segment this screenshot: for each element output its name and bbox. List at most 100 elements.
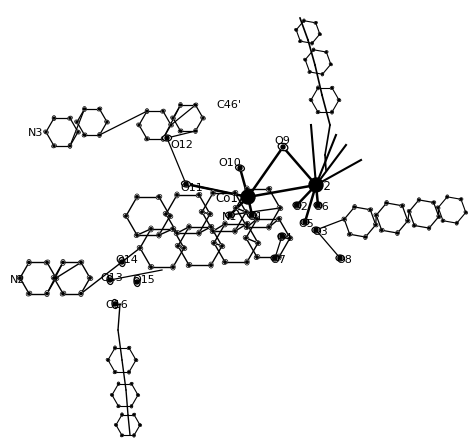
Ellipse shape bbox=[161, 109, 165, 113]
Ellipse shape bbox=[293, 202, 301, 208]
Ellipse shape bbox=[437, 206, 440, 210]
Circle shape bbox=[300, 41, 301, 42]
Circle shape bbox=[246, 226, 248, 228]
Text: O16: O16 bbox=[105, 300, 128, 310]
Ellipse shape bbox=[299, 40, 302, 42]
Circle shape bbox=[106, 121, 108, 123]
Ellipse shape bbox=[437, 215, 441, 218]
Circle shape bbox=[99, 134, 100, 136]
Circle shape bbox=[146, 110, 148, 112]
Ellipse shape bbox=[97, 107, 102, 111]
Ellipse shape bbox=[182, 181, 191, 187]
Ellipse shape bbox=[98, 133, 101, 137]
Circle shape bbox=[53, 145, 55, 147]
Ellipse shape bbox=[325, 51, 328, 53]
Ellipse shape bbox=[163, 135, 172, 141]
Ellipse shape bbox=[417, 198, 420, 202]
Circle shape bbox=[246, 188, 248, 190]
Circle shape bbox=[131, 406, 132, 407]
Ellipse shape bbox=[245, 259, 249, 265]
Circle shape bbox=[375, 224, 377, 226]
Ellipse shape bbox=[149, 226, 153, 232]
Ellipse shape bbox=[232, 191, 238, 195]
Ellipse shape bbox=[314, 21, 318, 24]
Circle shape bbox=[198, 194, 200, 196]
Circle shape bbox=[46, 261, 48, 263]
Text: O11: O11 bbox=[180, 183, 203, 193]
Circle shape bbox=[114, 347, 116, 349]
Ellipse shape bbox=[169, 123, 173, 127]
Circle shape bbox=[139, 424, 141, 426]
Ellipse shape bbox=[321, 72, 324, 76]
Circle shape bbox=[165, 136, 169, 140]
Ellipse shape bbox=[312, 48, 315, 52]
Circle shape bbox=[180, 130, 182, 132]
Ellipse shape bbox=[112, 300, 118, 309]
Circle shape bbox=[118, 406, 119, 407]
Circle shape bbox=[188, 226, 190, 228]
Circle shape bbox=[184, 182, 188, 186]
Ellipse shape bbox=[51, 275, 57, 281]
Ellipse shape bbox=[127, 346, 131, 350]
Ellipse shape bbox=[441, 219, 445, 222]
Circle shape bbox=[99, 108, 100, 110]
Circle shape bbox=[136, 234, 138, 236]
Text: O8: O8 bbox=[336, 255, 352, 265]
Circle shape bbox=[133, 414, 135, 415]
Ellipse shape bbox=[287, 236, 293, 240]
Ellipse shape bbox=[133, 434, 136, 437]
Ellipse shape bbox=[187, 224, 191, 230]
Circle shape bbox=[176, 194, 178, 196]
Circle shape bbox=[385, 202, 388, 204]
Circle shape bbox=[310, 99, 312, 101]
Ellipse shape bbox=[400, 204, 405, 208]
Circle shape bbox=[221, 245, 223, 247]
Ellipse shape bbox=[137, 393, 140, 396]
Circle shape bbox=[77, 131, 79, 133]
Ellipse shape bbox=[68, 143, 72, 149]
Ellipse shape bbox=[396, 231, 400, 236]
Circle shape bbox=[331, 87, 333, 89]
Ellipse shape bbox=[233, 228, 237, 234]
Circle shape bbox=[177, 245, 179, 247]
Circle shape bbox=[256, 256, 258, 258]
Text: O12: O12 bbox=[170, 140, 193, 150]
Ellipse shape bbox=[161, 136, 165, 141]
Circle shape bbox=[303, 220, 307, 224]
Circle shape bbox=[158, 196, 160, 198]
Circle shape bbox=[289, 237, 291, 239]
Ellipse shape bbox=[79, 290, 83, 297]
Text: Co2: Co2 bbox=[308, 180, 331, 194]
Ellipse shape bbox=[226, 212, 235, 218]
Ellipse shape bbox=[245, 186, 249, 192]
Ellipse shape bbox=[148, 265, 154, 270]
Circle shape bbox=[213, 242, 215, 244]
Ellipse shape bbox=[211, 190, 215, 196]
Ellipse shape bbox=[174, 231, 180, 236]
Text: C46': C46' bbox=[216, 100, 241, 110]
Circle shape bbox=[246, 223, 248, 225]
Ellipse shape bbox=[223, 221, 227, 227]
Ellipse shape bbox=[157, 232, 161, 238]
Circle shape bbox=[418, 199, 420, 201]
Ellipse shape bbox=[301, 219, 309, 225]
Circle shape bbox=[136, 196, 138, 198]
Circle shape bbox=[53, 277, 55, 279]
Circle shape bbox=[128, 371, 130, 373]
Circle shape bbox=[125, 215, 127, 217]
Circle shape bbox=[314, 228, 318, 232]
Ellipse shape bbox=[26, 291, 32, 296]
Circle shape bbox=[408, 210, 410, 212]
Circle shape bbox=[245, 211, 247, 213]
Circle shape bbox=[442, 220, 444, 221]
Circle shape bbox=[121, 434, 123, 436]
Ellipse shape bbox=[407, 210, 411, 213]
Circle shape bbox=[46, 293, 48, 295]
Circle shape bbox=[234, 192, 236, 194]
Circle shape bbox=[210, 264, 212, 266]
Circle shape bbox=[209, 213, 211, 215]
Circle shape bbox=[246, 261, 248, 263]
Ellipse shape bbox=[364, 235, 367, 240]
Circle shape bbox=[183, 247, 185, 249]
Ellipse shape bbox=[243, 210, 249, 214]
